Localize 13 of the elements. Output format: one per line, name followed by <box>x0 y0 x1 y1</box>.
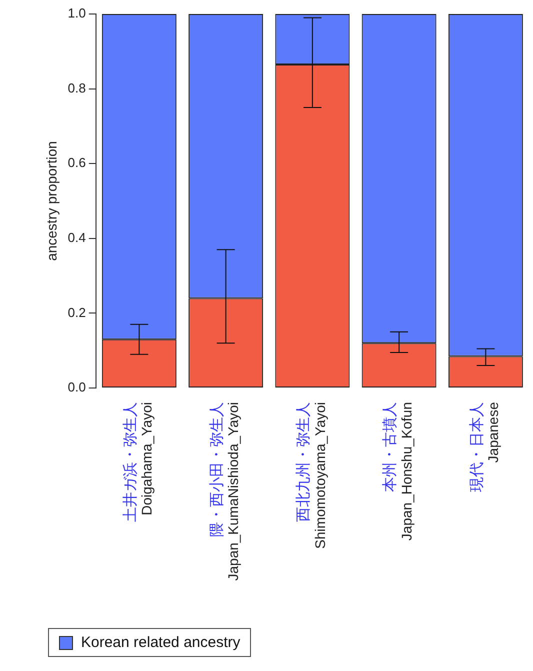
x-tick-label: 隈・西小田・弥生人 Japan_KumaNishioda_Yayoi <box>208 402 242 581</box>
y-tick-label: 0.8 <box>68 80 86 96</box>
y-tick-label: 0.0 <box>68 380 86 395</box>
y-tick-label: 0.2 <box>68 304 86 320</box>
y-axis-title: ancestry proportion <box>43 141 60 261</box>
x-tick-label: 本州・古墳人 Japan_Honshu_Kofun <box>382 402 414 541</box>
x-tick-label: 現代・日本人 Japanese <box>468 402 502 492</box>
y-tick-label: 1.0 <box>68 6 86 21</box>
x-tick-label: 西北九州・弥生人 Shimomotoyama_Yayoi <box>295 402 328 549</box>
x-tick-label: 土井ガ浜・弥生人 Doigahama_Yayoi <box>122 402 155 522</box>
y-tick-label: 0.6 <box>68 155 86 170</box>
text: Korean related ancestry <box>81 634 240 651</box>
y-tick-label: 0.4 <box>68 230 86 245</box>
